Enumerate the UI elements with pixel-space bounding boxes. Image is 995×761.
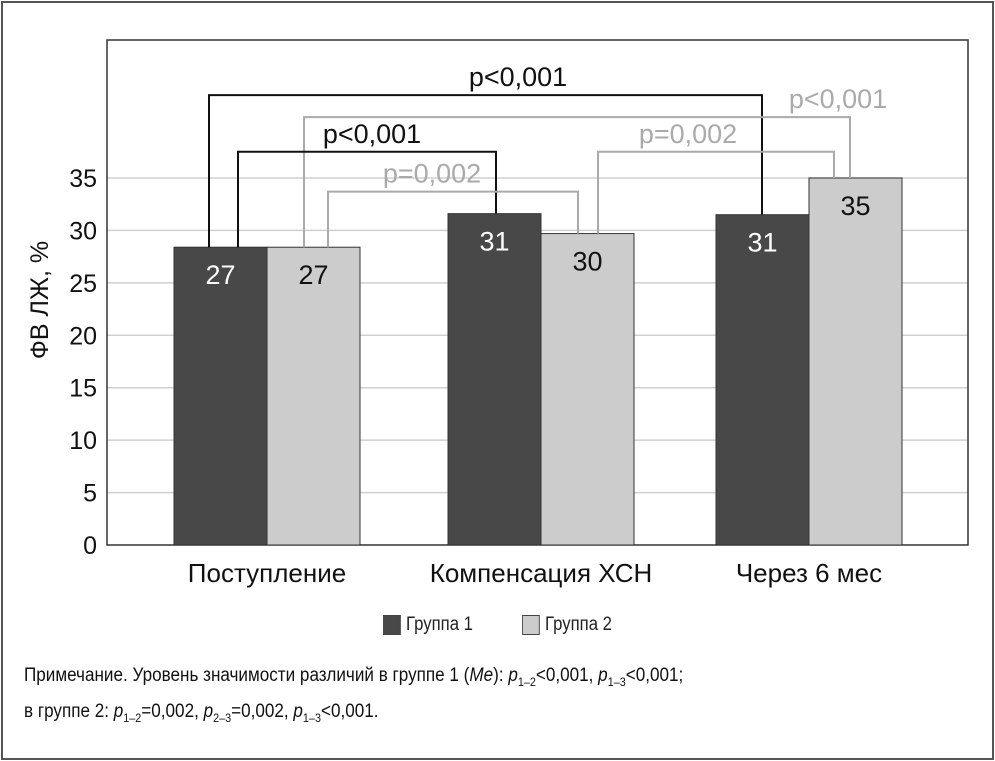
legend: Группа 1 Группа 2 [0, 614, 995, 636]
y-tick-label: 35 [69, 165, 97, 193]
y-tick-label: 15 [69, 375, 97, 403]
note-val: <0,001; [625, 665, 684, 686]
note-text: Примечание. Уровень значимости различий … [24, 665, 470, 686]
legend-swatch-group-1 [383, 615, 402, 635]
bar-label: 27 [205, 260, 235, 290]
significance-bracket [237, 150, 497, 248]
note-text: ): [493, 665, 509, 686]
note-sub: 1–3 [607, 674, 626, 689]
y-axis-label: ФВ ЛЖ, % [26, 241, 54, 359]
significance-label: p<0,001 [789, 84, 887, 114]
bar-2-1 [266, 246, 361, 546]
footnote-line-2: в группе 2: p1–2=0,002, p2–3=0,002, p1–3… [24, 697, 683, 733]
y-tick-label: 0 [83, 532, 97, 560]
y-tick-label: 25 [69, 270, 97, 298]
note-sub: 1–2 [123, 710, 142, 725]
x-tick-label: Компенсация ХСН [430, 558, 653, 588]
bar-1-2 [447, 213, 542, 546]
note-sub: 1–2 [517, 674, 536, 689]
legend-label-group-1: Группа 1 [406, 614, 474, 635]
y-tick-label: 5 [83, 480, 97, 508]
footnote-line-1: Примечание. Уровень значимости различий … [24, 661, 683, 697]
significance-label: p<0,001 [323, 119, 421, 149]
bar-1-3 [715, 214, 810, 546]
note-val: =0,002, [141, 700, 204, 722]
bar-label: 27 [298, 260, 328, 290]
significance-label: p=0,002 [639, 119, 737, 149]
note-p: p [508, 665, 518, 686]
bar-label: 31 [747, 228, 777, 258]
note-p: p [293, 700, 303, 722]
bar-2-2 [540, 233, 635, 546]
bar-label: 35 [840, 191, 870, 221]
legend-item-group-1: Группа 1 [383, 614, 474, 636]
note-val: =0,002, [231, 700, 294, 722]
footnote: Примечание. Уровень значимости различий … [24, 661, 683, 733]
note-sub: 2–3 [213, 710, 232, 725]
note-text: в группе 2: [24, 700, 114, 722]
bar-1-1 [173, 246, 268, 546]
bar-label: 31 [479, 227, 509, 257]
significance-bracket [208, 94, 763, 248]
note-me: Me [469, 665, 494, 686]
significance-bracket [597, 150, 835, 234]
note-val: <0,001. [320, 700, 379, 722]
y-tick-label: 10 [69, 427, 97, 455]
legend-label-group-2: Группа 2 [544, 614, 612, 635]
note-p: p [113, 700, 124, 722]
significance-bracket [327, 190, 579, 248]
x-tick-label: Через 6 мес [736, 558, 882, 588]
significance-bracket [303, 116, 851, 248]
significance-label: p=0,002 [383, 159, 481, 189]
note-p: p [203, 700, 214, 722]
significance-label: p<0,001 [469, 62, 567, 92]
note-p: p [598, 665, 608, 686]
note-val: <0,001, [535, 665, 599, 686]
y-tick-label: 20 [69, 322, 97, 350]
legend-item-group-2: Группа 2 [521, 614, 612, 636]
bar-2-3 [808, 177, 903, 546]
bar-label: 30 [572, 247, 602, 277]
y-tick-label: 30 [69, 217, 97, 245]
x-tick-label: Поступление [188, 558, 346, 588]
legend-swatch-group-2 [521, 615, 540, 635]
note-sub: 1–3 [302, 710, 321, 725]
